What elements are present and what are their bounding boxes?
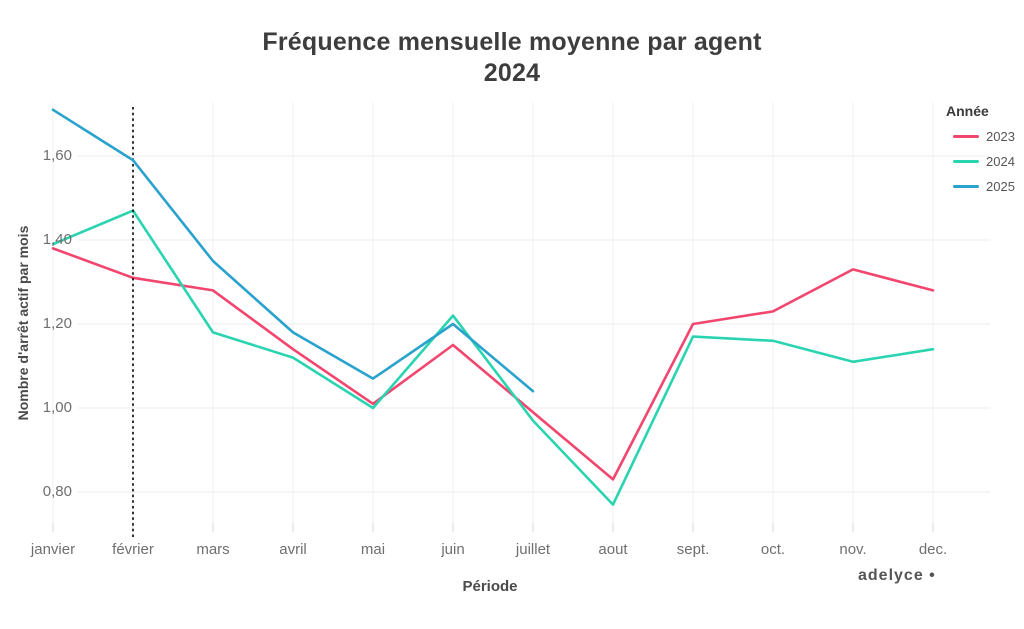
y-tick-label: 1,20	[42, 315, 72, 332]
chart-subtitle: 2024	[483, 59, 541, 87]
x-tick-label: mars	[196, 541, 230, 558]
legend-item-label: 2023	[986, 129, 1015, 144]
x-axis-title: Période	[462, 578, 518, 595]
legend-line-swatch	[953, 185, 979, 188]
x-tick-label: février	[112, 541, 154, 558]
legend-item-2024[interactable]: 2024	[944, 149, 1015, 174]
y-tick-label: 0,80	[42, 483, 72, 500]
legend-line-swatch	[953, 135, 979, 138]
x-tick-label: janvier	[30, 541, 76, 558]
legend-item-label: 2025	[986, 179, 1015, 194]
x-tick-label: nov.	[839, 541, 867, 558]
y-tick-label: 1,60	[42, 147, 72, 164]
x-tick-label: mai	[360, 541, 386, 558]
x-tick-label: juin	[441, 541, 465, 558]
chart-title: Fréquence mensuelle moyenne par agent 20…	[0, 27, 1024, 89]
y-tick-label: 1,40	[42, 231, 72, 248]
legend-items: 2023 2024 2025	[944, 124, 1015, 199]
legend-item-2025[interactable]: 2025	[944, 174, 1015, 199]
legend-line-swatch	[953, 160, 979, 163]
x-tick-label: avril	[279, 541, 307, 558]
watermark-logo: adelyce •	[858, 567, 936, 584]
series-line-2023	[51, 247, 935, 481]
x-tick-label: oct.	[760, 541, 786, 558]
series-line-2024	[51, 209, 935, 506]
x-tick-label: sept.	[676, 541, 710, 558]
x-tick-label: juillet	[515, 541, 551, 558]
legend-item-label: 2024	[986, 154, 1015, 169]
legend-item-2023[interactable]: 2023	[944, 124, 1015, 149]
legend-title: Année	[946, 103, 989, 119]
chart-title-line1: Fréquence mensuelle moyenne par agent	[262, 28, 762, 56]
series-line-2025	[51, 108, 535, 393]
legend: Année 2023 2024 2025	[944, 103, 1015, 199]
y-tick-label: 1,00	[42, 399, 72, 416]
x-tick-label: dec.	[918, 541, 948, 558]
x-tick-label: aout	[598, 541, 628, 558]
